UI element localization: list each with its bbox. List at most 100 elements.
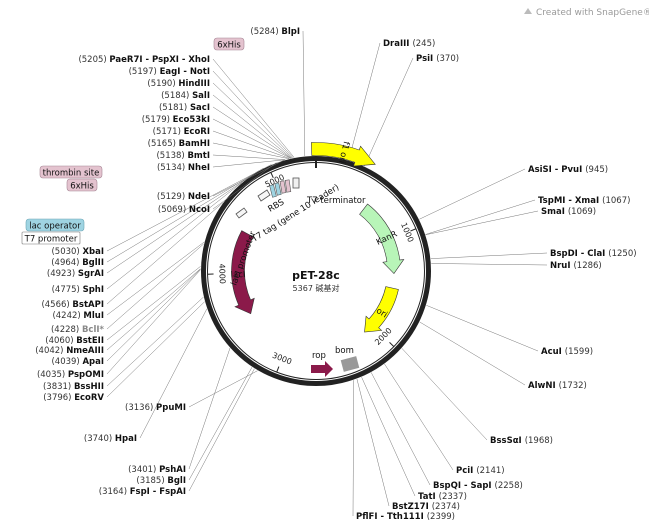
- tick-mark: [270, 172, 274, 179]
- mcs-features: [235, 177, 360, 377]
- site-label[interactable]: (3136) PpuMI: [125, 403, 186, 413]
- snapgene-watermark: Created with SnapGene®: [524, 8, 649, 18]
- site-leader: [431, 263, 548, 266]
- f1-ori-arrow[interactable]: [311, 142, 376, 167]
- site-leader: [348, 42, 381, 161]
- site-leader: [212, 58, 295, 158]
- site-label[interactable]: (3164) FspI - FspAI: [99, 487, 186, 497]
- site-label[interactable]: (3796) EcoRV: [43, 393, 104, 403]
- site-label[interactable]: (5129) NdeI: [157, 192, 210, 202]
- site-leader: [425, 199, 536, 235]
- site-label[interactable]: PciI (2141): [456, 466, 505, 476]
- site-label[interactable]: (4242) MluI: [52, 311, 104, 321]
- site-label[interactable]: BssSαI (1968): [490, 436, 553, 446]
- tick-label: 4000: [217, 263, 227, 284]
- site-label[interactable]: (5165) BamHI: [148, 139, 210, 149]
- t7-tag-label: T7 tag (gene 10 leader): [249, 183, 341, 246]
- site-leader: [106, 243, 204, 330]
- site-leader: [212, 70, 294, 158]
- site-label[interactable]: AsiSI - PvuI (945): [528, 165, 608, 175]
- lacI-arrow[interactable]: [231, 230, 255, 315]
- site-label[interactable]: (3740) HpaI: [84, 434, 137, 444]
- site-label[interactable]: PflFI - Tth111I (2399): [356, 512, 455, 522]
- site-leader: [419, 321, 526, 386]
- site-label[interactable]: SmaI (1069): [541, 207, 596, 217]
- site-label[interactable]: (4964) BglII: [51, 258, 104, 268]
- site-label[interactable]: (5171) EcoRI: [153, 127, 210, 137]
- tag-labels: 6xHis thrombin site 6xHis lac operator T…: [21, 37, 245, 245]
- site-label[interactable]: (5134) NheI: [157, 163, 210, 173]
- site-label[interactable]: (5030) XbaI: [51, 247, 104, 257]
- site-labels: (5284) BlpI (5205) PaeR7I - PspXI - XhoI (…: [35, 27, 636, 522]
- rop-arrow: [311, 361, 333, 377]
- tick-label: 3000: [271, 351, 293, 367]
- site-label[interactable]: (4566) BstAPI: [41, 300, 104, 310]
- site-label[interactable]: DraIII (245): [383, 39, 435, 49]
- site-label[interactable]: BstZ17I (2374): [392, 502, 460, 512]
- site-label[interactable]: BspDI - ClaI (1250): [550, 249, 637, 259]
- snapgene-logo-icon: [524, 8, 532, 14]
- site-label[interactable]: PsiI (370): [416, 54, 459, 64]
- plasmid-name: pET-28c: [292, 269, 340, 282]
- 6xhis-box: [284, 179, 292, 193]
- site-label[interactable]: (5181) SacI: [159, 103, 210, 113]
- bom-box: [340, 356, 360, 372]
- t7-tag-box: [274, 182, 282, 196]
- site-label[interactable]: (4775) SphI: [52, 285, 104, 295]
- site-label[interactable]: (4228) BclI*: [51, 325, 105, 335]
- site-label[interactable]: (5138) BmtI: [156, 151, 210, 161]
- site-leader: [212, 162, 277, 210]
- site-leader-lines: [106, 30, 548, 517]
- backbone: [201, 156, 431, 386]
- site-label[interactable]: (5197) EagI - NotI: [129, 67, 210, 77]
- site-label[interactable]: (4060) BstEII: [45, 336, 104, 346]
- site-label[interactable]: (4039) ApaI: [51, 357, 104, 367]
- site-label[interactable]: TatI (2337): [418, 492, 467, 502]
- site-label[interactable]: (3185) BglI: [136, 476, 186, 486]
- site-label[interactable]: AlwNI (1732): [528, 381, 587, 391]
- site-label[interactable]: BspQI - SapI (2258): [433, 481, 523, 491]
- site-leader: [106, 266, 201, 341]
- ori-arrow[interactable]: [364, 286, 399, 333]
- t7-promoter-tag[interactable]: T7 promoter: [21, 231, 81, 245]
- site-label[interactable]: (4035) PspOMI: [37, 370, 104, 380]
- lacI-label: lacI: [231, 270, 246, 281]
- site-label[interactable]: AcuI (1599): [541, 347, 593, 357]
- site-label[interactable]: TspMI - XmaI (1067): [538, 196, 630, 206]
- 6xhis-top-tag[interactable]: 6xHis: [213, 37, 245, 51]
- 6xhis-left-tag[interactable]: 6xHis: [66, 178, 98, 192]
- t7-promoter-text: T7 promoter: [24, 235, 78, 245]
- t7-promoter-arrow: [257, 189, 271, 202]
- site-label[interactable]: (5069) NcoI: [158, 205, 210, 215]
- site-leader: [106, 268, 201, 351]
- site-label[interactable]: (4923) SgrAI: [47, 269, 104, 279]
- site-leader: [106, 164, 272, 252]
- site-leader: [356, 378, 390, 507]
- site-leader: [212, 159, 285, 168]
- site-label[interactable]: (5190) HindIII: [147, 79, 210, 89]
- site-leader: [106, 167, 264, 263]
- site-label[interactable]: NruI (1286): [550, 261, 602, 271]
- lac-operator-tag[interactable]: lac operator: [25, 218, 85, 232]
- site-label[interactable]: (3831) BssHII: [43, 382, 104, 392]
- site-leader: [430, 252, 548, 259]
- tick-mark: [389, 342, 395, 347]
- thrombin-site-tag[interactable]: thrombin site: [39, 165, 103, 179]
- site-label[interactable]: (5179) Eco53kI: [142, 115, 210, 125]
- site-label[interactable]: (4042) NmeAIII: [35, 346, 104, 356]
- t7-terminator-box: [292, 177, 300, 189]
- site-label[interactable]: (5284) BlpI: [250, 27, 300, 37]
- site-leader: [352, 380, 355, 517]
- site-label[interactable]: (3401) PshAI: [128, 465, 186, 475]
- 6xhis-left-text: 6xHis: [70, 182, 94, 192]
- site-leader: [106, 181, 243, 290]
- rop-label: rop: [312, 351, 326, 361]
- kanR-arrow[interactable]: [359, 203, 405, 275]
- site-label[interactable]: (5205) PaeR7I - PspXI - XhoI: [78, 55, 210, 65]
- site-leader: [212, 94, 292, 159]
- site-leader: [212, 82, 293, 159]
- site-label[interactable]: (5184) SalI: [161, 91, 210, 101]
- site-leader: [106, 296, 204, 387]
- site-leader: [212, 142, 289, 159]
